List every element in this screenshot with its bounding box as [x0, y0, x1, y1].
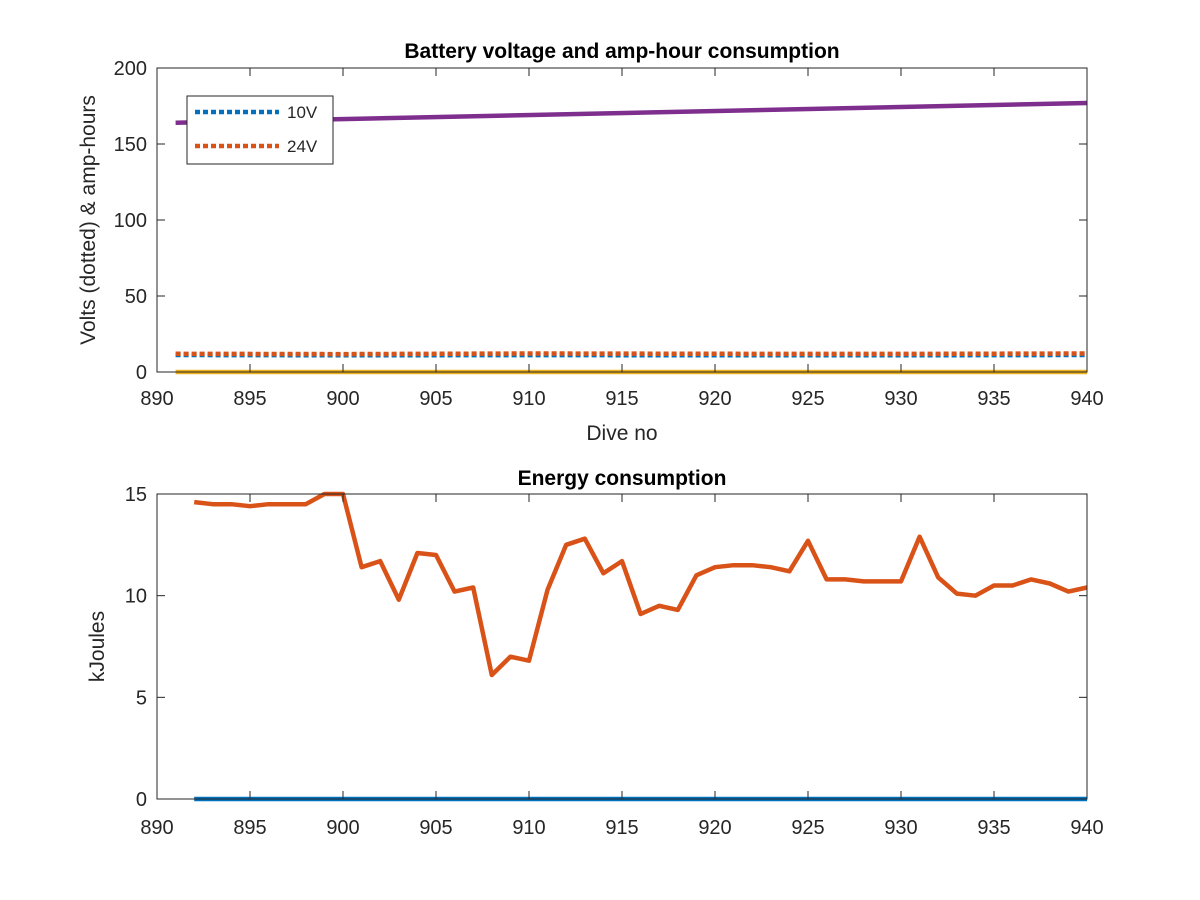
x-tick-label: 915 — [605, 388, 638, 410]
x-tick-label: 905 — [419, 817, 452, 839]
x-tick-label: 925 — [791, 817, 824, 839]
x-tick-label: 895 — [233, 817, 266, 839]
x-tick-label: 905 — [419, 388, 452, 410]
x-tick-label: 920 — [698, 388, 731, 410]
chart-energy-consumption: 890 895 900 905 910 915 920 925 930 935 940 0 5 10 15 E… — [86, 467, 1104, 839]
x-tick-label: 930 — [884, 817, 917, 839]
y-tick-label: 50 — [125, 286, 147, 308]
y-tick-label: 15 — [125, 484, 147, 506]
x-tick-label: 935 — [977, 817, 1010, 839]
y-tick-label: 100 — [114, 210, 147, 232]
x-tick-label: 900 — [326, 817, 359, 839]
series-line-24v — [175, 351, 1088, 357]
y-tick-label: 5 — [136, 687, 147, 709]
x-tick-label: 935 — [977, 388, 1010, 410]
x-tick-label: 940 — [1070, 388, 1103, 410]
plot-area — [157, 494, 1087, 799]
y-tick-label: 0 — [136, 789, 147, 811]
chart-title: Energy consumption — [518, 467, 727, 490]
x-tick-label: 920 — [698, 817, 731, 839]
legend-label-10v: 10V — [287, 103, 318, 122]
legend-label-24v: 24V — [287, 137, 318, 156]
y-tick-label: 0 — [136, 362, 147, 384]
x-axis-label: Dive no — [586, 422, 657, 445]
x-tick-label: 925 — [791, 388, 824, 410]
x-tick-label: 930 — [884, 388, 917, 410]
x-tick-label: 910 — [512, 817, 545, 839]
x-tick-label: 940 — [1070, 817, 1103, 839]
legend-box — [186, 95, 334, 165]
y-tick-label: 150 — [114, 134, 147, 156]
y-tick-label: 200 — [114, 58, 147, 80]
y-axis-label: Volts (dotted) & amp-hours — [77, 95, 100, 345]
legend: 10V 24V — [186, 95, 334, 165]
x-tick-label: 890 — [140, 388, 173, 410]
chart-title: Battery voltage and amp-hour consumption — [404, 40, 839, 63]
x-tick-label: 910 — [512, 388, 545, 410]
x-tick-label: 915 — [605, 817, 638, 839]
y-tick-label: 10 — [125, 586, 147, 608]
x-tick-label: 890 — [140, 817, 173, 839]
y-axis-label: kJoules — [86, 611, 109, 682]
x-tick-label: 900 — [326, 388, 359, 410]
x-tick-label: 895 — [233, 388, 266, 410]
chart-battery-voltage: 890 895 900 905 910 915 920 925 930 935 940 0 50 100 1… — [77, 40, 1104, 445]
